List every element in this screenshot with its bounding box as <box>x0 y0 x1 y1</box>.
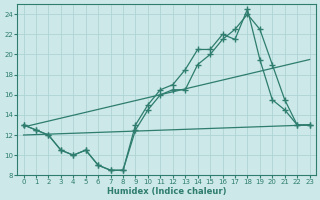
X-axis label: Humidex (Indice chaleur): Humidex (Indice chaleur) <box>107 187 226 196</box>
